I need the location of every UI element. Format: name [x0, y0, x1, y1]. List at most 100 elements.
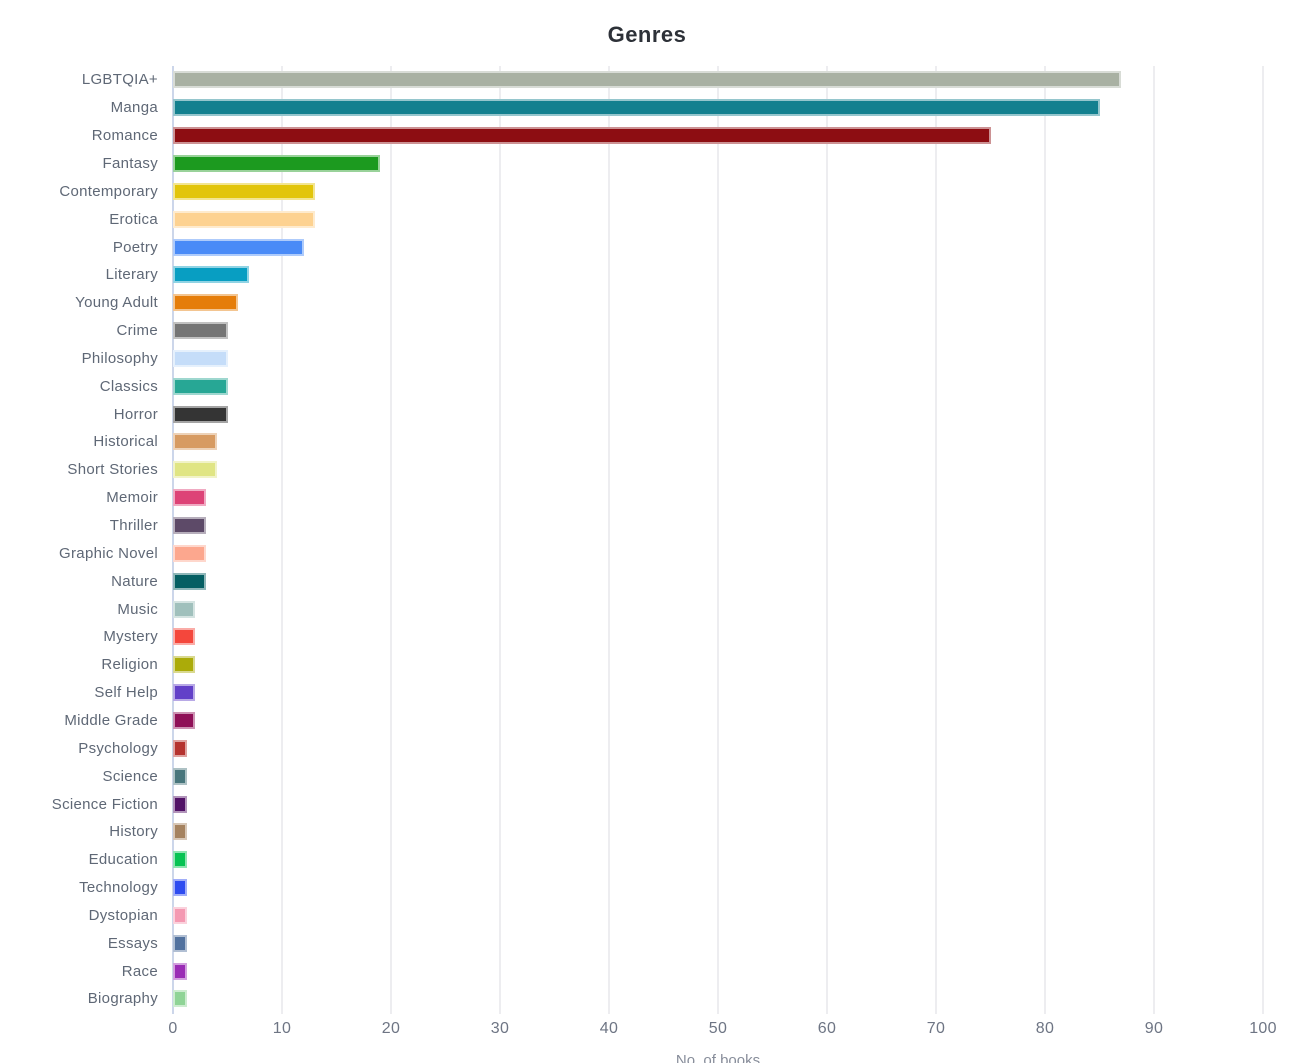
category-label: Short Stories — [67, 461, 158, 479]
chart-row: History — [0, 818, 1294, 846]
bar-graphic-novel[interactable] — [173, 544, 206, 562]
bar-poetry[interactable] — [173, 238, 304, 256]
chart-row: Biography — [0, 985, 1294, 1013]
category-label: Fantasy — [102, 154, 158, 172]
category-label: Science — [102, 767, 158, 785]
chart-title: Genres — [607, 22, 687, 47]
bar-lgbtqia[interactable] — [173, 71, 1122, 89]
gridline — [1153, 66, 1155, 1014]
chart-row: Nature — [0, 567, 1294, 595]
x-tick-label: 80 — [1035, 1020, 1055, 1037]
bar-education[interactable] — [173, 851, 188, 869]
bar-classics[interactable] — [173, 377, 228, 395]
bar-romance[interactable] — [173, 127, 991, 145]
chart-row: Crime — [0, 317, 1294, 345]
bar-fantasy[interactable] — [173, 154, 381, 172]
bar-nature[interactable] — [173, 572, 206, 590]
bar-literary[interactable] — [173, 266, 250, 284]
category-label: Psychology — [78, 739, 158, 757]
x-tick-label: 70 — [926, 1020, 946, 1037]
category-label: LGBTQIA+ — [81, 71, 158, 89]
category-label: Middle Grade — [64, 711, 158, 729]
bar-science-fiction[interactable] — [173, 795, 188, 813]
chart-row: Memoir — [0, 484, 1294, 512]
category-label: Poetry — [112, 238, 158, 256]
category-label: Nature — [111, 572, 158, 590]
bar-religion[interactable] — [173, 656, 195, 674]
category-label: Erotica — [109, 210, 158, 228]
x-axis-ticks: 0 10 20 30 40 50 60 70 80 90 100 — [0, 1020, 1294, 1046]
gridline — [935, 66, 937, 1014]
gridline — [608, 66, 610, 1014]
bar-erotica[interactable] — [173, 210, 315, 228]
chart-row: Self Help — [0, 679, 1294, 707]
bar-psychology[interactable] — [173, 739, 188, 757]
bar-self-help[interactable] — [173, 684, 195, 702]
bar-historical[interactable] — [173, 433, 217, 451]
chart-row: Essays — [0, 929, 1294, 957]
gridline — [281, 66, 283, 1014]
chart-row: LGBTQIA+ — [0, 66, 1294, 94]
chart-row: Middle Grade — [0, 707, 1294, 735]
chart-row: Technology — [0, 874, 1294, 902]
plot-area: LGBTQIA+ Manga Romance Fantasy Contemporary E… — [0, 66, 1294, 1014]
bar-dystopian[interactable] — [173, 906, 188, 924]
category-label: Music — [117, 600, 158, 618]
bar-young-adult[interactable] — [173, 294, 239, 312]
x-tick-label: 30 — [490, 1020, 510, 1037]
category-label: Race — [121, 962, 158, 980]
bar-science[interactable] — [173, 767, 188, 785]
category-label: Science Fiction — [51, 795, 158, 813]
gridline — [826, 66, 828, 1014]
chart-row: Young Adult — [0, 289, 1294, 317]
bar-technology[interactable] — [173, 879, 188, 897]
bar-essays[interactable] — [173, 934, 188, 952]
category-label: Religion — [101, 656, 158, 674]
gridline — [1044, 66, 1046, 1014]
gridline — [390, 66, 392, 1014]
chart-row: Fantasy — [0, 150, 1294, 178]
chart-row: Historical — [0, 428, 1294, 456]
chart-row: Horror — [0, 400, 1294, 428]
bar-thriller[interactable] — [173, 517, 206, 535]
category-label: Crime — [116, 322, 158, 340]
bar-memoir[interactable] — [173, 489, 206, 507]
category-label: Mystery — [103, 628, 158, 646]
bar-music[interactable] — [173, 600, 195, 618]
chart-row: Religion — [0, 651, 1294, 679]
x-tick-label: 0 — [168, 1020, 178, 1037]
bar-short-stories[interactable] — [173, 461, 217, 479]
chart-row: Mystery — [0, 623, 1294, 651]
x-axis-label: No. of books — [675, 1052, 761, 1063]
x-tick-label: 100 — [1249, 1020, 1277, 1037]
chart-row: Erotica — [0, 205, 1294, 233]
chart-row: Graphic Novel — [0, 539, 1294, 567]
category-label: Technology — [79, 879, 158, 897]
chart-row: Poetry — [0, 233, 1294, 261]
bar-crime[interactable] — [173, 322, 228, 340]
category-label: Historical — [93, 433, 158, 451]
category-label: Young Adult — [75, 294, 158, 312]
x-tick-label: 10 — [272, 1020, 292, 1037]
bar-biography[interactable] — [173, 990, 188, 1008]
category-label: Horror — [113, 405, 158, 423]
bar-philosophy[interactable] — [173, 349, 228, 367]
chart-row: Dystopian — [0, 902, 1294, 930]
category-label: Self Help — [94, 684, 158, 702]
bar-middle-grade[interactable] — [173, 711, 195, 729]
chart-row: Science — [0, 762, 1294, 790]
chart-row: Thriller — [0, 512, 1294, 540]
gridline — [717, 66, 719, 1014]
x-tick-label: 20 — [381, 1020, 401, 1037]
y-axis-line — [172, 66, 174, 1014]
bar-manga[interactable] — [173, 99, 1100, 117]
bar-mystery[interactable] — [173, 628, 195, 646]
chart-row: Romance — [0, 122, 1294, 150]
x-tick-label: 50 — [708, 1020, 728, 1037]
chart-row: Classics — [0, 372, 1294, 400]
bar-horror[interactable] — [173, 405, 228, 423]
bar-race[interactable] — [173, 962, 188, 980]
category-label: Dystopian — [88, 906, 158, 924]
bar-contemporary[interactable] — [173, 182, 315, 200]
bar-history[interactable] — [173, 823, 188, 841]
